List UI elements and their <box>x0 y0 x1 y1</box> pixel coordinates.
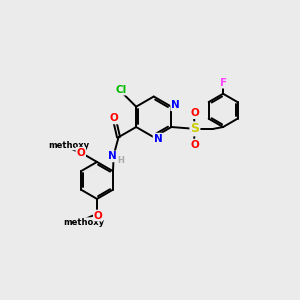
Text: O: O <box>76 148 85 158</box>
Text: O: O <box>190 108 199 118</box>
Text: methoxy: methoxy <box>49 141 90 150</box>
Text: N: N <box>108 152 117 161</box>
Text: O: O <box>110 113 118 124</box>
Text: N: N <box>171 100 180 110</box>
Text: F: F <box>220 78 227 88</box>
Text: O: O <box>190 140 199 150</box>
Text: O: O <box>94 211 103 220</box>
Text: N: N <box>154 134 162 144</box>
Text: S: S <box>190 122 200 135</box>
Text: Cl: Cl <box>116 85 127 94</box>
Text: H: H <box>117 156 124 165</box>
Text: methoxy: methoxy <box>63 218 104 227</box>
